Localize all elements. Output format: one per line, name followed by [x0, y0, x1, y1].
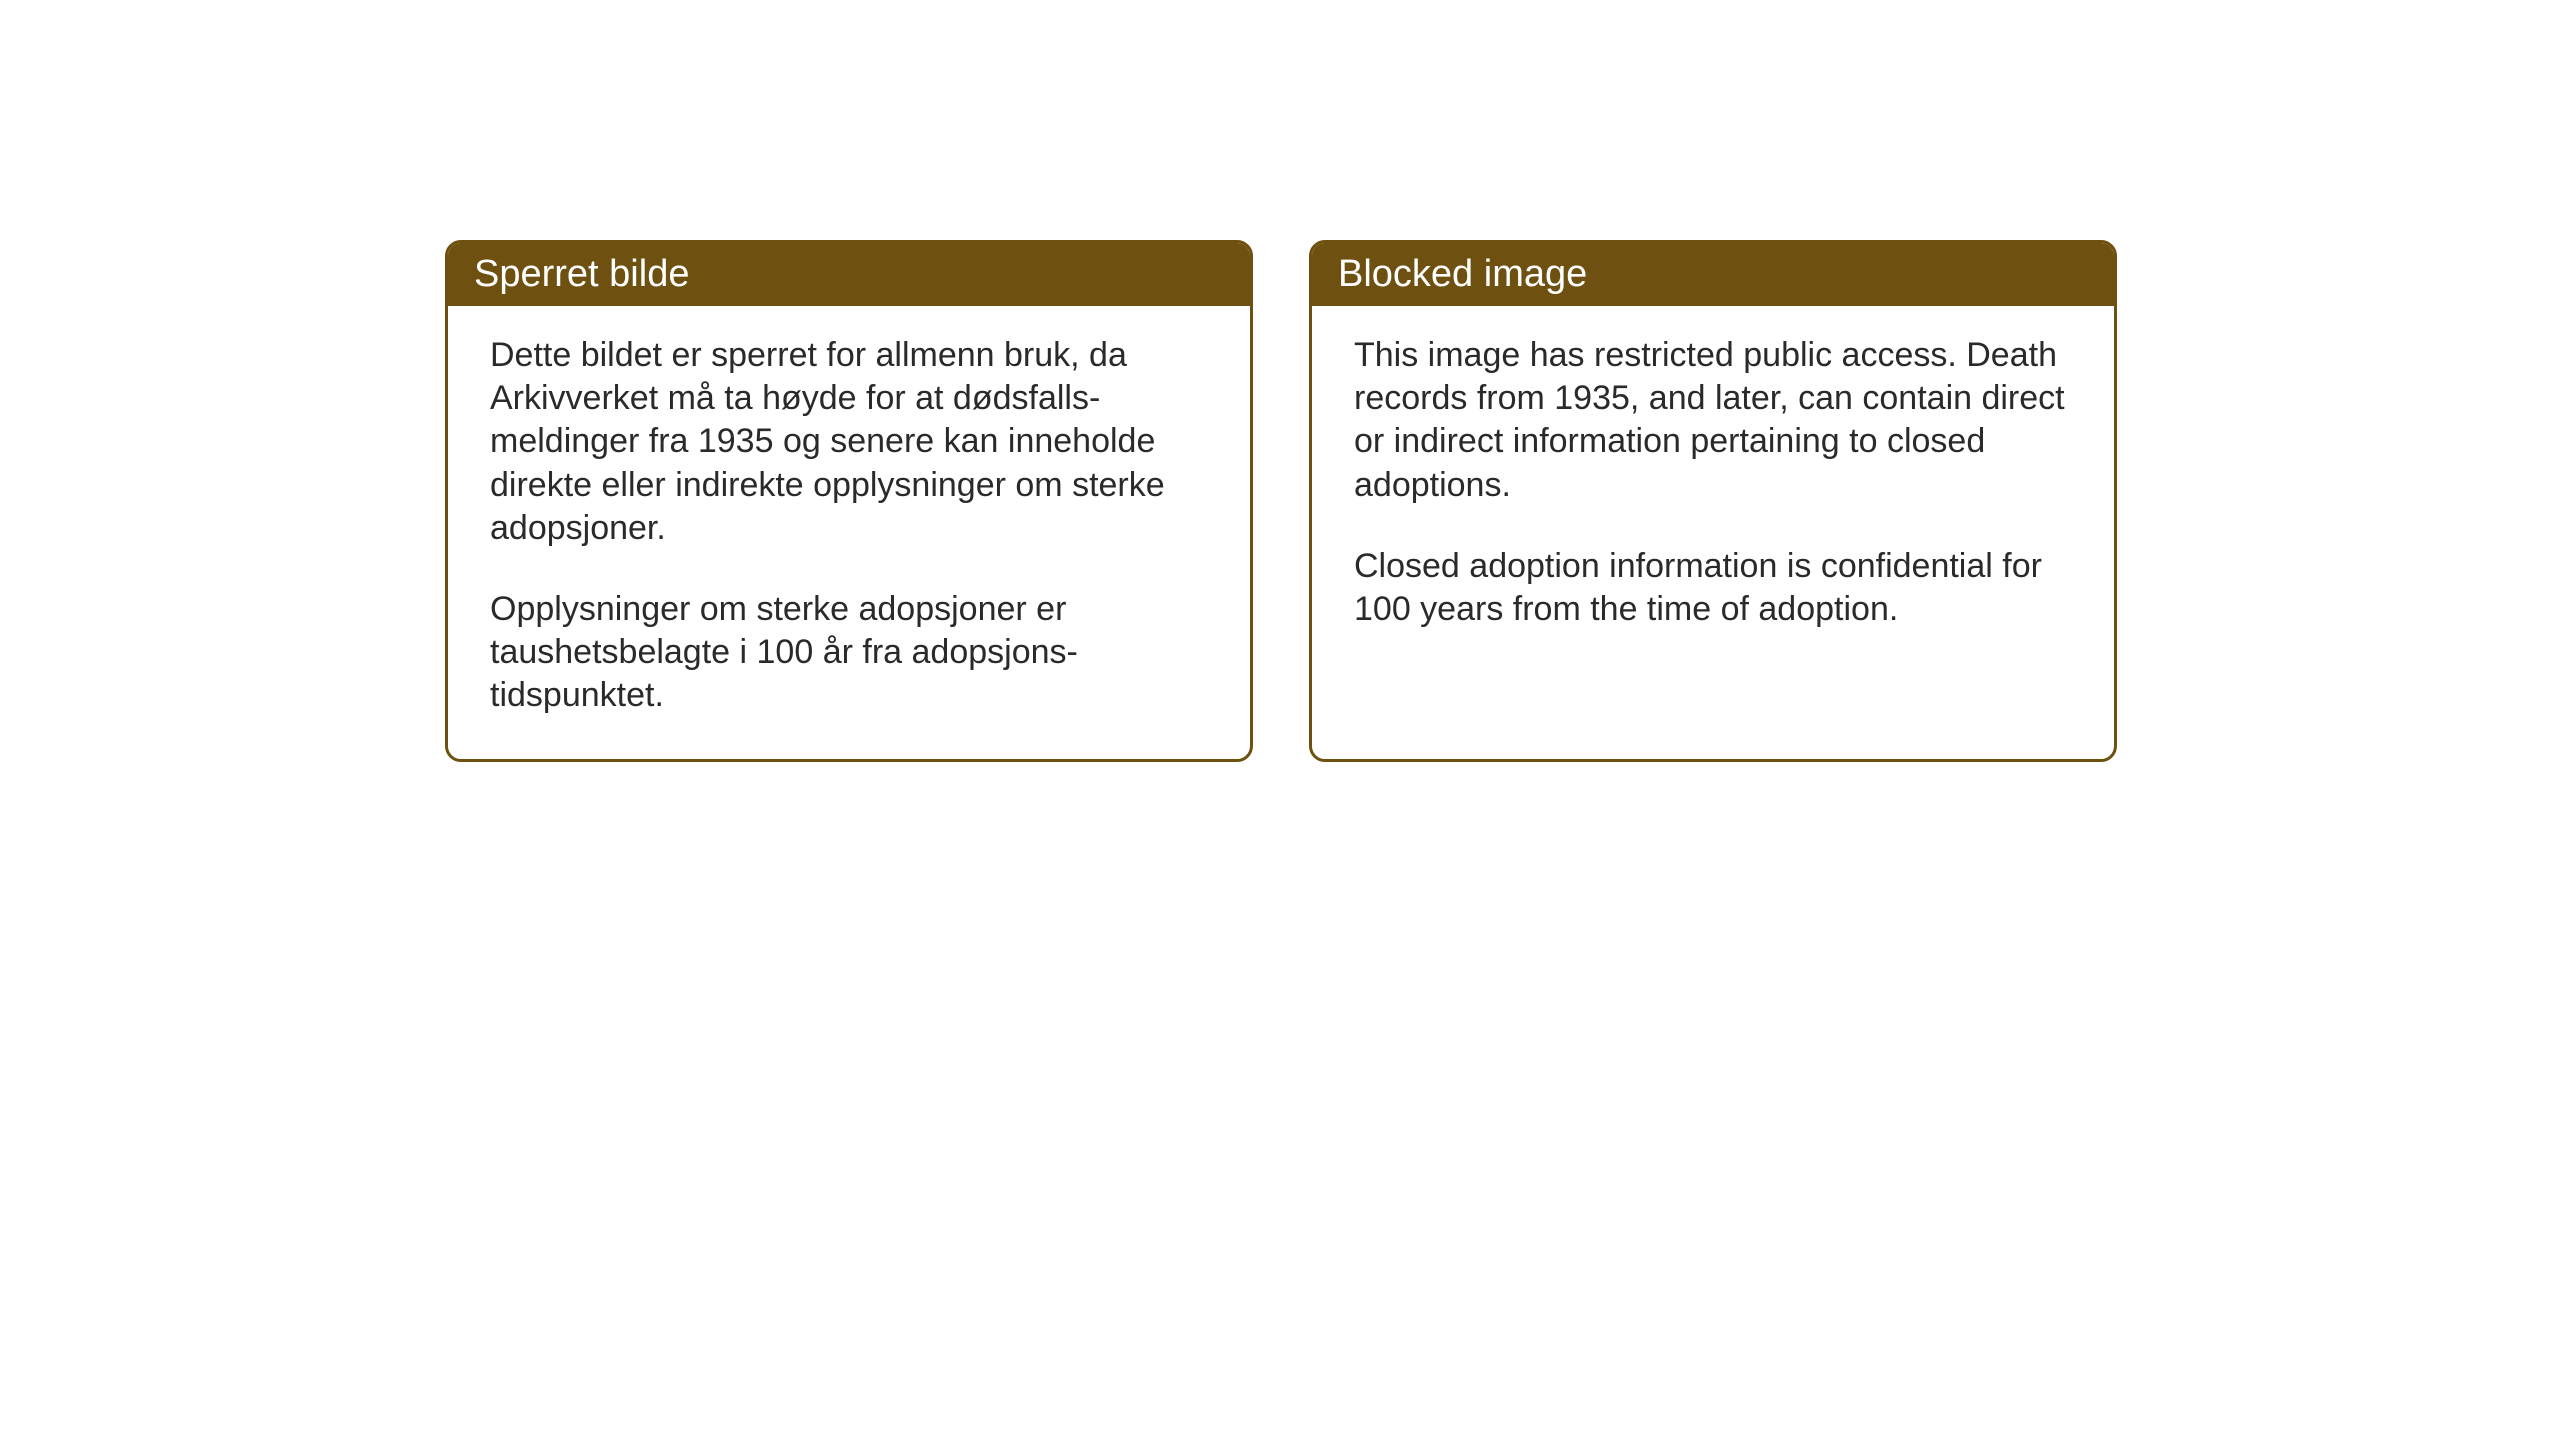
- notice-paragraph-2-english: Closed adoption information is confident…: [1354, 545, 2072, 631]
- notice-paragraph-1-english: This image has restricted public access.…: [1354, 334, 2072, 507]
- notice-container: Sperret bilde Dette bildet er sperret fo…: [445, 240, 2117, 762]
- notice-box-norwegian: Sperret bilde Dette bildet er sperret fo…: [445, 240, 1253, 762]
- notice-paragraph-2-norwegian: Opplysninger om sterke adopsjoner er tau…: [490, 588, 1208, 718]
- notice-title-english: Blocked image: [1338, 253, 1587, 295]
- notice-header-norwegian: Sperret bilde: [448, 243, 1250, 306]
- notice-header-english: Blocked image: [1312, 243, 2114, 306]
- notice-box-english: Blocked image This image has restricted …: [1309, 240, 2117, 762]
- notice-body-norwegian: Dette bildet er sperret for allmenn bruk…: [448, 306, 1250, 759]
- notice-body-english: This image has restricted public access.…: [1312, 306, 2114, 723]
- notice-paragraph-1-norwegian: Dette bildet er sperret for allmenn bruk…: [490, 334, 1208, 550]
- notice-title-norwegian: Sperret bilde: [474, 253, 689, 295]
